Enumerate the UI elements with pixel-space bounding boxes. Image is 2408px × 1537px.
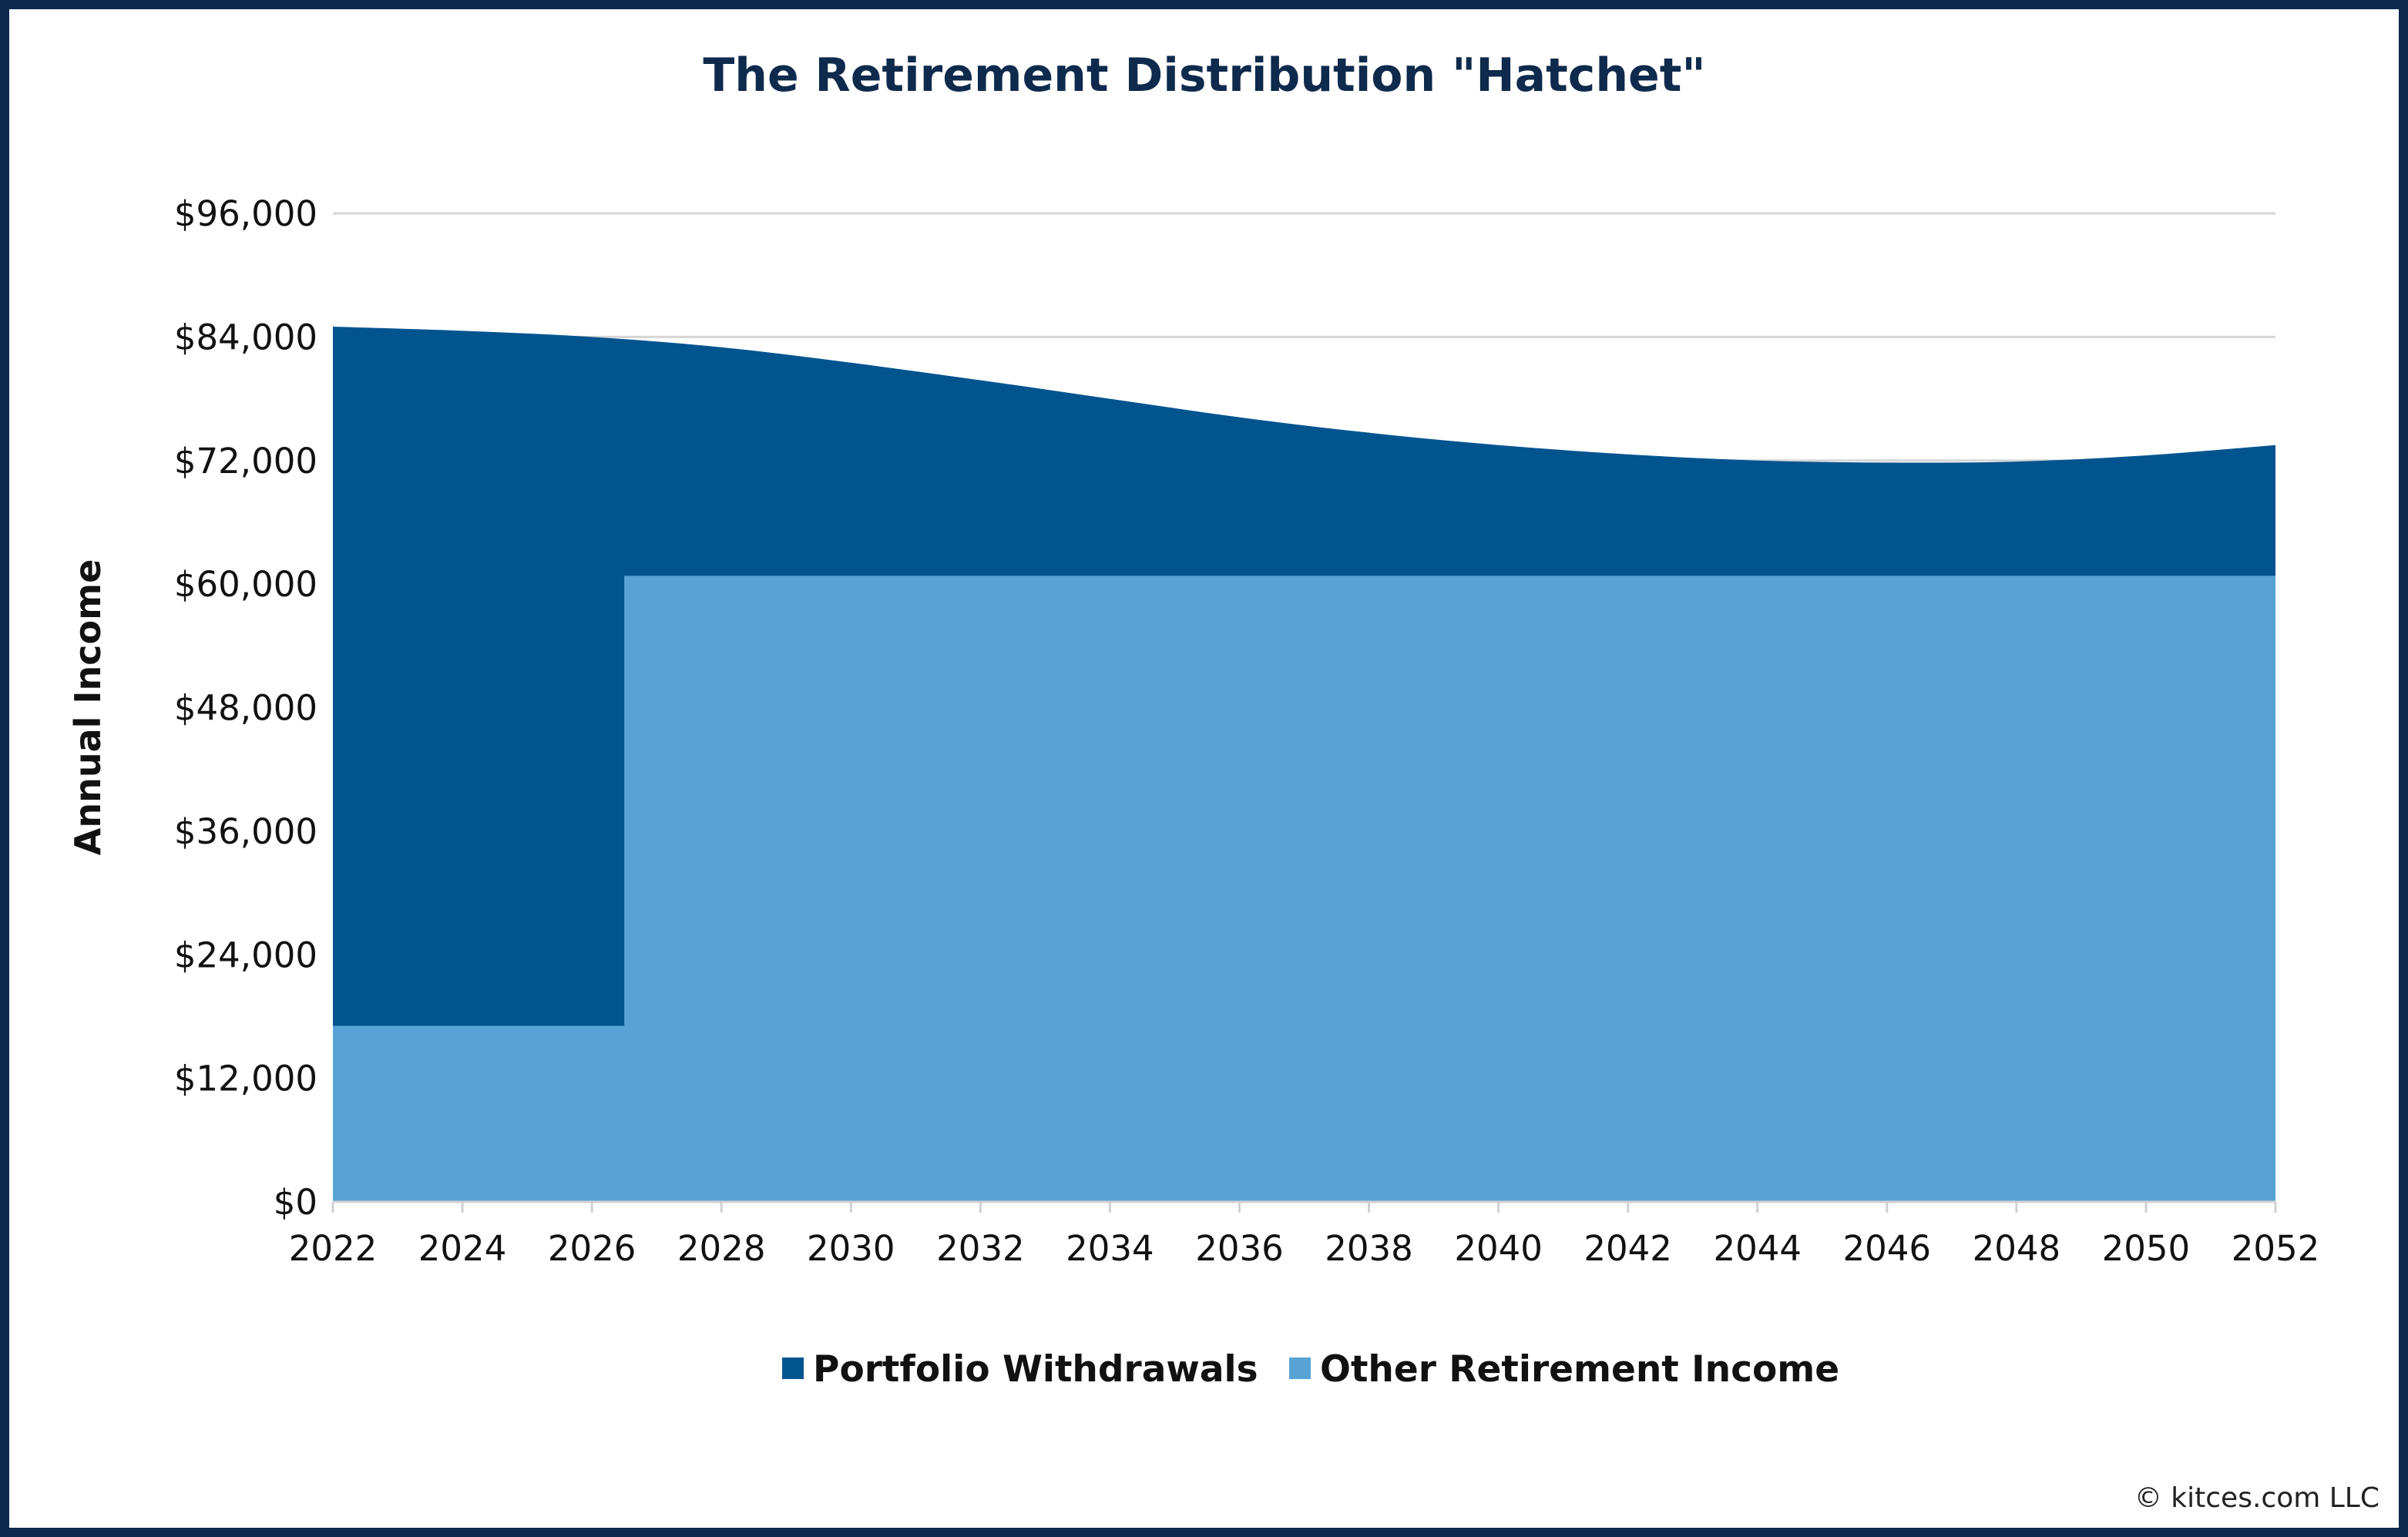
area-other-retirement-income [333, 576, 2275, 1202]
x-tick-label: 2034 [1066, 1228, 1154, 1269]
x-tick-label: 2024 [418, 1228, 507, 1269]
legend-label-portfolio-withdrawals: Portfolio Withdrawals [813, 1348, 1258, 1391]
legend-swatch-other-retirement-income [1289, 1357, 1311, 1379]
y-tick-labels: $0 $12,000 $24,000 $36,000 $48,000 $60,000 $72… [174, 193, 317, 1223]
plot-areas [333, 327, 2275, 1203]
y-tick-label: $0 [274, 1182, 317, 1223]
y-tick-label: $84,000 [174, 317, 317, 357]
x-tick-label: 2030 [807, 1228, 895, 1269]
x-tick-label: 2032 [936, 1228, 1025, 1269]
chart-title: The Retirement Distribution "Hatchet" [703, 49, 1705, 102]
y-axis-label: Annual Income [67, 559, 109, 856]
x-tick-label: 2044 [1713, 1228, 1802, 1269]
x-tick-label: 2026 [548, 1228, 636, 1269]
x-tick-label: 2042 [1584, 1228, 1672, 1269]
y-tick-label: $36,000 [174, 811, 317, 852]
legend: Portfolio Withdrawals Other Retirement I… [782, 1348, 1839, 1391]
x-tick-label: 2046 [1843, 1228, 1932, 1269]
x-tick-label: 2048 [1973, 1228, 2061, 1269]
x-tick-label: 2052 [2232, 1228, 2320, 1269]
x-tick-label: 2036 [1195, 1228, 1284, 1269]
y-tick-label: $96,000 [174, 193, 317, 234]
copyright-credit: © kitces.com LLC [2134, 1482, 2379, 1514]
y-tick-label: $72,000 [174, 441, 317, 482]
legend-swatch-portfolio-withdrawals [782, 1357, 804, 1379]
x-tick-label: 2028 [677, 1228, 766, 1269]
y-tick-label: $12,000 [174, 1059, 317, 1099]
y-tick-label: $48,000 [174, 688, 317, 729]
x-tick-label: 2038 [1325, 1228, 1413, 1269]
axes [331, 1200, 2277, 1213]
legend-label-other-retirement-income: Other Retirement Income [1320, 1348, 1839, 1391]
x-tick-label: 2040 [1454, 1228, 1543, 1269]
x-tick-label: 2022 [289, 1228, 378, 1269]
x-tick-labels: 2022 2024 2026 2028 2030 2032 2034 2036 2038 2040… [289, 1228, 2320, 1269]
y-tick-label: $24,000 [174, 935, 317, 975]
y-tick-label: $60,000 [174, 564, 317, 605]
x-tick-label: 2050 [2102, 1228, 2191, 1269]
